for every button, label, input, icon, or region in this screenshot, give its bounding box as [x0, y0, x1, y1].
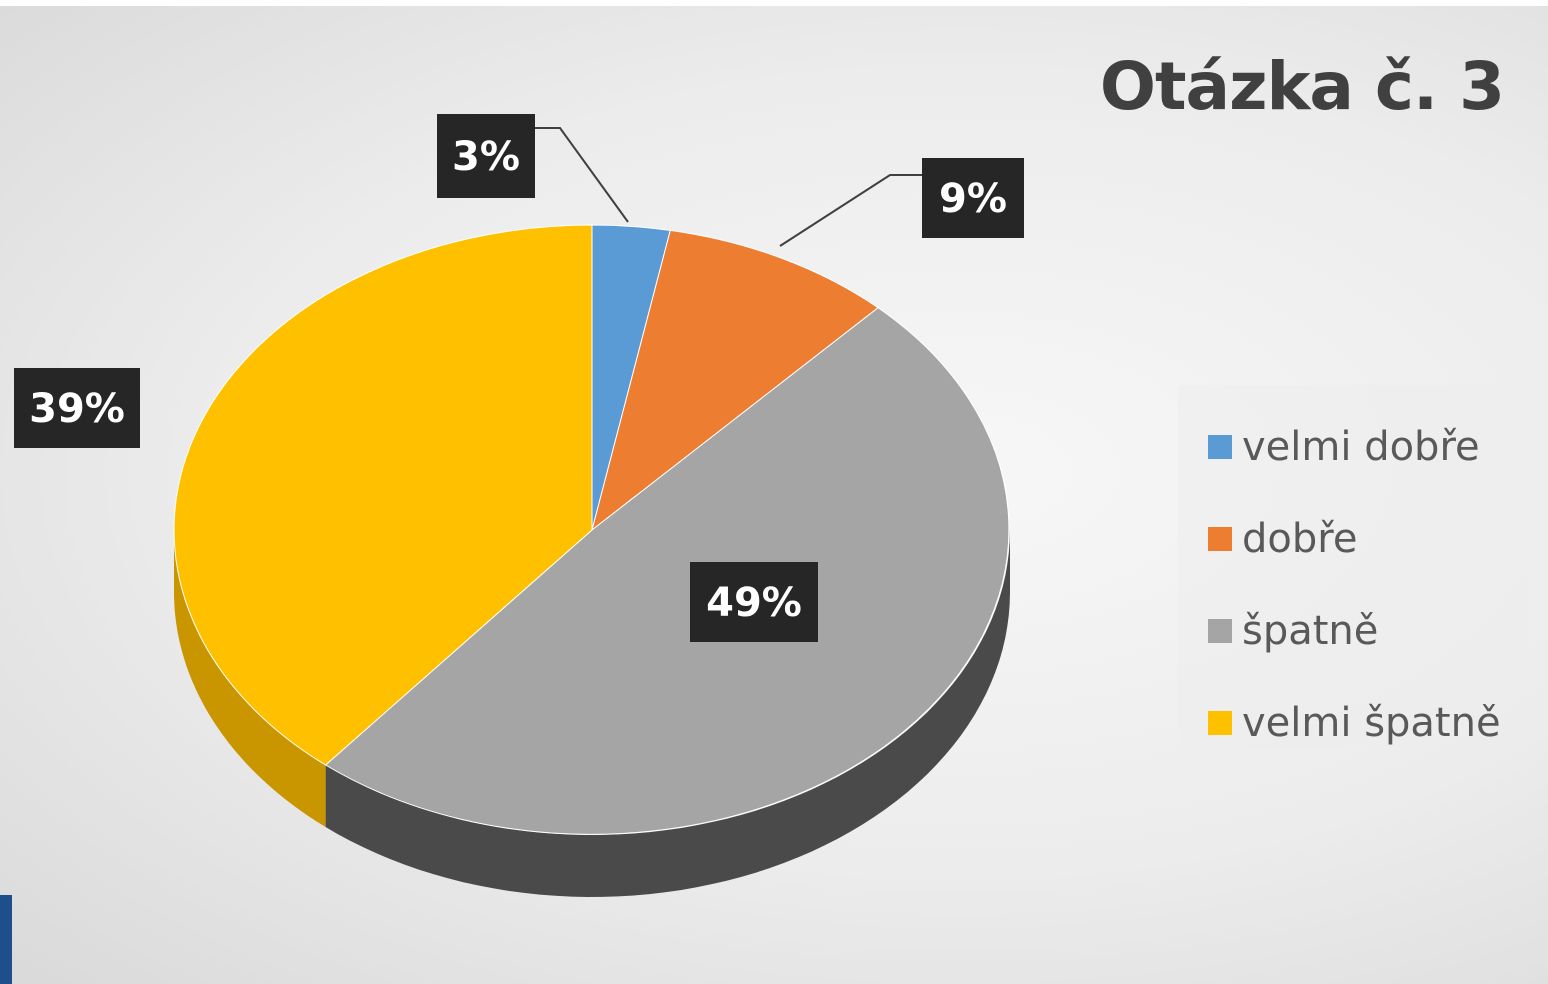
legend-label: velmi dobře	[1242, 424, 1480, 470]
legend-item: dobře	[1178, 493, 1528, 585]
chart-title: Otázka č. 3	[1099, 48, 1505, 125]
data-label-box-1	[922, 158, 1024, 238]
data-label-3: 39%	[29, 386, 125, 432]
legend-item: špatně	[1178, 585, 1528, 677]
legend-swatch-velmi-dobre	[1208, 435, 1232, 459]
pie-slice-2	[324, 307, 1010, 835]
pie-side-2	[325, 530, 1011, 897]
top-border	[0, 0, 1548, 6]
data-label-2: 49%	[706, 580, 802, 626]
legend-label: velmi špatně	[1242, 700, 1501, 746]
leader-line-0	[535, 127, 629, 223]
legend-swatch-velmi-spatne	[1208, 711, 1232, 735]
data-label-box-3	[14, 368, 140, 448]
data-label-0: 3%	[452, 134, 520, 180]
slide-edge-accent	[0, 895, 12, 984]
legend-swatch-dobre	[1208, 527, 1232, 551]
legend-item: velmi dobře	[1178, 401, 1528, 493]
leader-line-1	[779, 174, 922, 247]
legend: velmi dobře dobře špatně velmi špatně	[1178, 385, 1528, 747]
legend-swatch-spatne	[1208, 619, 1232, 643]
legend-item: velmi špatně	[1178, 677, 1528, 769]
pie-slice-3	[173, 224, 593, 766]
legend-label: špatně	[1242, 608, 1379, 654]
pie-slice-1	[591, 229, 879, 532]
legend-label: dobře	[1242, 516, 1358, 562]
data-label-1: 9%	[939, 176, 1007, 222]
data-label-box-2	[690, 562, 818, 642]
data-label-box-0	[437, 114, 535, 198]
pie-side-3	[174, 530, 326, 827]
